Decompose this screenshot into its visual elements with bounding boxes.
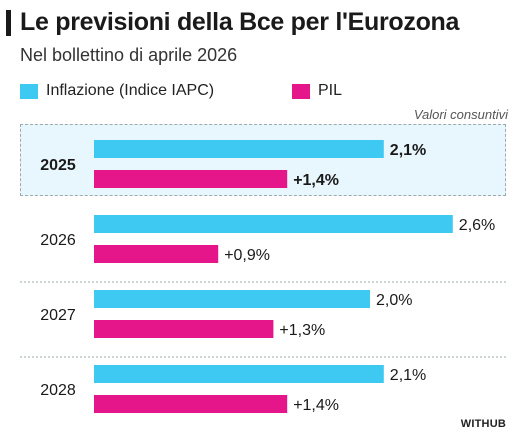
legend: Inflazione (Indice IAPC) PIL (20, 82, 420, 102)
bar-gdp-2026 (94, 245, 219, 263)
legend-label-gdp: PIL (318, 82, 343, 99)
value-label-inflation-2028: 2,1% (390, 367, 426, 384)
bar-inflation-2025 (94, 140, 384, 158)
category-label-2025: 2025 (40, 157, 76, 174)
bar-gdp-2027 (94, 320, 274, 338)
credit-withub: WITHUB (460, 418, 506, 430)
value-label-gdp-2028: +1,4% (293, 397, 339, 414)
chart-title: Le previsioni della Bce per l'Eurozona (20, 8, 460, 36)
legend-item-gdp: PIL (292, 82, 342, 100)
category-label-2028: 2028 (40, 382, 76, 399)
legend-item-inflation: Inflazione (Indice IAPC) (20, 82, 214, 100)
chart-subtitle: Nel bollettino di aprile 2026 (20, 45, 238, 65)
value-label-inflation-2027: 2,0% (376, 292, 412, 309)
legend-swatch-gdp (292, 83, 310, 99)
legend-label-inflation: Inflazione (Indice IAPC) (46, 82, 215, 99)
value-label-inflation-2025: 2,1% (390, 142, 426, 159)
bar-inflation-2026 (94, 215, 453, 233)
bar-gdp-2028 (94, 395, 288, 413)
category-label-2026: 2026 (40, 232, 76, 249)
value-label-gdp-2025: +1,4% (293, 172, 339, 189)
value-label-gdp-2026: +0,9% (224, 247, 270, 264)
bar-gdp-2025 (94, 170, 288, 188)
value-label-inflation-2026: 2,6% (459, 217, 495, 234)
category-label-2027: 2027 (40, 307, 76, 324)
value-label-gdp-2027: +1,3% (279, 322, 325, 339)
bar-inflation-2028 (94, 365, 384, 383)
note-consuntivi: Valori consuntivi (413, 107, 508, 122)
legend-swatch-inflation (20, 83, 38, 99)
bar-inflation-2027 (94, 290, 370, 308)
title-accent-bar (6, 10, 11, 36)
